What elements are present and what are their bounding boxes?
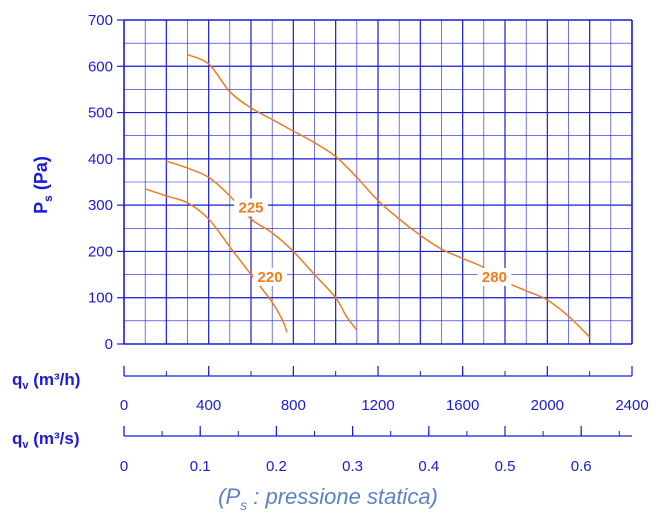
x-axis-m3h-tick-label: 0 bbox=[120, 397, 128, 414]
curve-label-bg-280 bbox=[477, 267, 512, 286]
x-axis-m3h-tick-label: 800 bbox=[281, 397, 306, 414]
x-axis-title-m3s-sub: v bbox=[22, 439, 29, 451]
y-tick-label: 0 bbox=[105, 336, 113, 353]
y-axis-title-sub: s bbox=[41, 195, 55, 202]
x-axis-title-m3h-main: q bbox=[12, 370, 22, 389]
x-axis-m3h-tick-label: 1200 bbox=[361, 397, 394, 414]
x-axis-m3s: 0 0.1 0.2 0.3 0.4 0.5 0.6 bbox=[120, 426, 632, 475]
y-tick-label: 100 bbox=[88, 290, 113, 307]
y-tick-label: 400 bbox=[88, 151, 113, 168]
curve-label-bg-220 bbox=[253, 267, 288, 286]
x-axis-m3h-tick-label: 1600 bbox=[446, 397, 479, 414]
x-axis-m3s-tick-label: 0 bbox=[120, 458, 128, 475]
curve-280 bbox=[187, 54, 591, 338]
x-axis-title-m3s-main: q bbox=[12, 429, 22, 448]
x-axis-title-m3s-unit: (m³/s) bbox=[29, 429, 80, 448]
y-axis-title-unit: (Pa) bbox=[31, 156, 51, 195]
x-axis-m3s-tick-label: 0.6 bbox=[571, 458, 592, 475]
footer-note-sub: s bbox=[240, 497, 247, 513]
y-tick-label: 600 bbox=[88, 58, 113, 75]
y-axis: 0 100 200 300 400 500 600 700 bbox=[88, 12, 124, 353]
plot-grid bbox=[123, 19, 633, 345]
x-axis-m3h-tick-label: 2400 bbox=[615, 397, 648, 414]
curve-labels: 225 220 280 bbox=[234, 198, 512, 286]
y-axis-title: Ps (Pa) bbox=[31, 156, 55, 214]
y-tick-label: 300 bbox=[88, 197, 113, 214]
x-axis-m3s-tick-label: 0.3 bbox=[342, 458, 363, 475]
y-tick-label: 700 bbox=[88, 12, 113, 29]
footer-note-open: (P bbox=[218, 484, 240, 509]
x-axis-m3s-tick-label: 0.5 bbox=[495, 458, 516, 475]
footer-note: (Ps : pressione statica) bbox=[218, 484, 438, 513]
x-axis-title-m3h-unit: (m³/h) bbox=[29, 370, 81, 389]
x-axis-title-m3h-sub: v bbox=[22, 380, 29, 392]
curve-label-225: 225 bbox=[238, 199, 263, 216]
curve-label-220: 220 bbox=[258, 269, 283, 286]
footer-note-rest: : pressione statica) bbox=[247, 484, 438, 509]
y-tick-label: 500 bbox=[88, 105, 113, 122]
x-axis-m3s-tick-label: 0.2 bbox=[266, 458, 287, 475]
plot-curves bbox=[144, 54, 591, 338]
curve-225 bbox=[166, 160, 358, 331]
x-axis-m3h-tick-label: 400 bbox=[196, 397, 221, 414]
x-axis-m3s-tick-label: 0.1 bbox=[190, 458, 211, 475]
curve-label-280: 280 bbox=[482, 269, 507, 286]
x-axis-m3h: 0 400 800 1200 1600 2000 2400 bbox=[120, 366, 649, 414]
curve-220 bbox=[144, 188, 288, 333]
x-axis-m3h-tick-label: 2000 bbox=[531, 397, 564, 414]
x-axis-title-m3s: qv (m³/s) bbox=[12, 429, 80, 451]
y-tick-label: 200 bbox=[88, 243, 113, 260]
curve-label-bg-225 bbox=[234, 198, 268, 217]
x-axis-title-m3h: qv (m³/h) bbox=[12, 370, 80, 392]
y-axis-title-main: P bbox=[31, 202, 51, 214]
x-axis-m3s-tick-label: 0.4 bbox=[418, 458, 439, 475]
